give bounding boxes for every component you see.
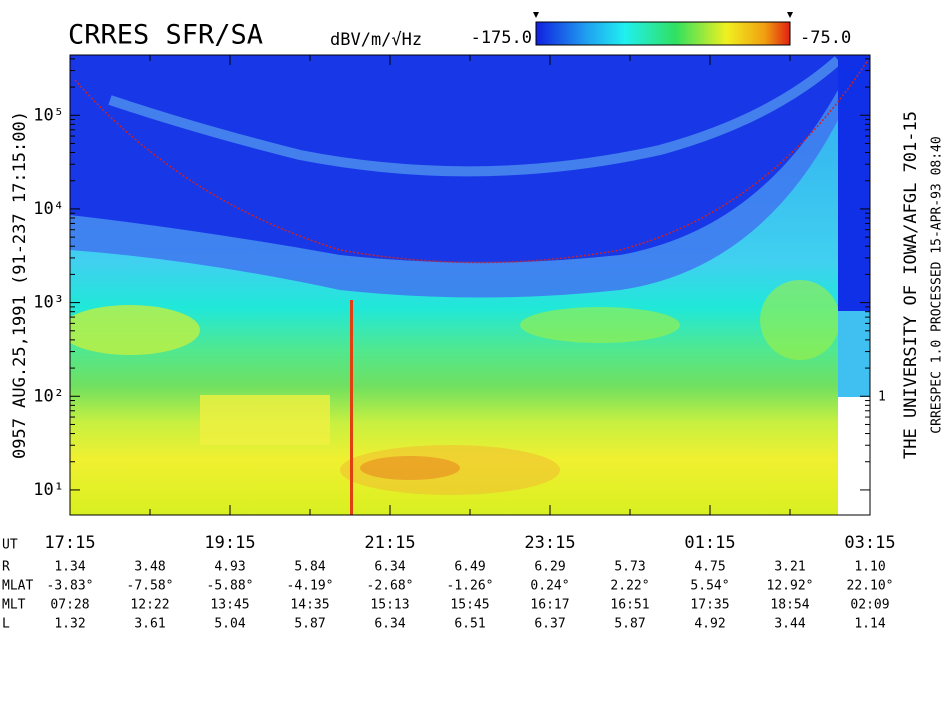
ephemeris-value: 6.37	[534, 617, 565, 632]
colorbar	[535, 21, 791, 46]
ephemeris-value: 3.48	[134, 560, 165, 575]
ephemeris-value: 16:51	[610, 598, 649, 613]
row-label: R	[2, 560, 10, 575]
ephemeris-value: -5.88°	[207, 579, 254, 594]
y-tick-label: 10⁵	[33, 105, 64, 125]
ephemeris-value: 3.61	[134, 617, 165, 632]
colorbar-tick	[787, 12, 793, 18]
x-tick-label: 19:15	[204, 533, 255, 553]
ephemeris-value: 17:35	[690, 598, 729, 613]
ephemeris-value: 5.84	[294, 560, 325, 575]
ephemeris-value: 1.14	[854, 617, 885, 632]
ephemeris-value: 4.92	[694, 617, 725, 632]
ephemeris-value: 4.93	[214, 560, 245, 575]
ephemeris-value: 13:45	[210, 598, 249, 613]
ephemeris-value: 1.10	[854, 560, 885, 575]
spectrogram	[70, 55, 870, 515]
ephemeris-value: 12:22	[130, 598, 169, 613]
row-label: L	[2, 617, 10, 632]
ephemeris-value: 15:13	[370, 598, 409, 613]
y-tick-label: 10²	[33, 386, 64, 406]
left-label: 0957 AUG.25,1991 (91-237 17:15:00)	[10, 111, 30, 459]
ephemeris-value: 3.21	[774, 560, 805, 575]
x-tick-label: 01:15	[684, 533, 735, 553]
ephemeris-value: 5.04	[214, 617, 245, 632]
ephemeris-value: 1.32	[54, 617, 85, 632]
ephemeris-value: 6.34	[374, 617, 405, 632]
x-tick-label: 17:15	[44, 533, 95, 553]
ephemeris-value: 2.22°	[610, 579, 649, 594]
ephemeris-value: 12.92°	[767, 579, 814, 594]
right-label: THE UNIVERSITY OF IOWA/AFGL 701-15	[901, 111, 921, 459]
x-tick-label: 23:15	[524, 533, 575, 553]
right-axis-label: 1	[878, 390, 886, 405]
ephemeris-value: 5.54°	[690, 579, 729, 594]
ephemeris-value: 0.24°	[530, 579, 569, 594]
ephemeris-value: 5.87	[294, 617, 325, 632]
ephemeris-value: 6.51	[454, 617, 485, 632]
ephemeris-value: 4.75	[694, 560, 725, 575]
ephemeris-value: -3.83°	[47, 579, 94, 594]
right-note: CRRESPEC 1.0 PROCESSED 15-APR-93 08:40	[930, 136, 945, 433]
colorbar-label: dBV/m/√Hz	[330, 30, 422, 50]
colorbar-tick-label: -75.0	[800, 28, 851, 48]
ephemeris-value: 14:35	[290, 598, 329, 613]
ephemeris-value: -4.19°	[287, 579, 334, 594]
ephemeris-value: 02:09	[850, 598, 889, 613]
row-label: MLT	[2, 598, 26, 613]
x-tick-label: 21:15	[364, 533, 415, 553]
row-label: MLAT	[2, 579, 33, 594]
ephemeris-value: 3.44	[774, 617, 805, 632]
colorbar-tick	[533, 12, 539, 18]
ephemeris-value: 16:17	[530, 598, 569, 613]
ephemeris-value: 15:45	[450, 598, 489, 613]
y-tick-label: 10³	[33, 293, 64, 313]
y-tick-label: 10⁴	[33, 199, 64, 219]
ephemeris-value: 6.34	[374, 560, 405, 575]
colorbar-tick-label: -175.0	[471, 28, 532, 48]
ephemeris-value: -2.68°	[367, 579, 414, 594]
ephemeris-value: 22.10°	[847, 579, 894, 594]
y-tick-label: 10¹	[33, 480, 64, 500]
x-tick-label: 03:15	[844, 533, 895, 553]
x-label: UT	[2, 538, 18, 553]
ephemeris-value: 5.87	[614, 617, 645, 632]
ephemeris-value: 6.49	[454, 560, 485, 575]
ephemeris-value: 5.73	[614, 560, 645, 575]
ephemeris-value: 07:28	[50, 598, 89, 613]
ephemeris-value: 6.29	[534, 560, 565, 575]
ephemeris-value: 18:54	[770, 598, 809, 613]
ephemeris-value: -1.26°	[447, 579, 494, 594]
chart-title: CRRES SFR/SA	[68, 20, 263, 51]
ephemeris-value: -7.58°	[127, 579, 174, 594]
ephemeris-value: 1.34	[54, 560, 85, 575]
